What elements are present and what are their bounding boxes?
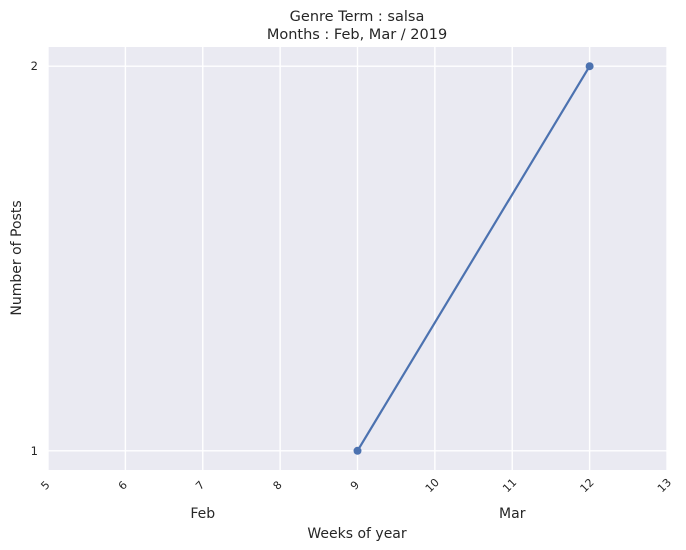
- series-line: [356, 65, 591, 452]
- x-tick-label: 6: [116, 478, 130, 492]
- x-tick-label: 8: [271, 478, 285, 492]
- chart-title-line-2: Months : Feb, Mar / 2019: [267, 27, 447, 43]
- y-tick-label: 1: [31, 444, 38, 458]
- x-tick-labels: 5 6 7 8 9 10 11 12 13: [38, 476, 674, 495]
- data-point: [585, 62, 594, 71]
- month-label: Mar: [499, 506, 526, 522]
- x-tick-label: 10: [423, 476, 442, 495]
- x-axis-label: Weeks of year: [307, 526, 407, 542]
- x-gridlines: [47, 47, 668, 470]
- x-tick-label: 11: [500, 476, 519, 495]
- chart-title-line-1: Genre Term : salsa: [290, 9, 425, 25]
- data-point: [353, 446, 362, 455]
- x-tick-label: 13: [655, 476, 674, 495]
- y-tick-labels: 12: [31, 59, 38, 458]
- month-labels: Feb Mar: [190, 506, 525, 522]
- x-tick-label: 12: [578, 476, 597, 495]
- series-lines: [356, 65, 591, 452]
- series-points: [353, 62, 594, 455]
- y-tick-label: 2: [31, 59, 38, 73]
- x-tick-label: 7: [193, 478, 207, 492]
- x-tick-label: 5: [38, 478, 52, 492]
- month-label: Feb: [190, 506, 215, 522]
- x-tick-label: 9: [348, 478, 362, 492]
- y-axis-label: Number of Posts: [9, 200, 25, 315]
